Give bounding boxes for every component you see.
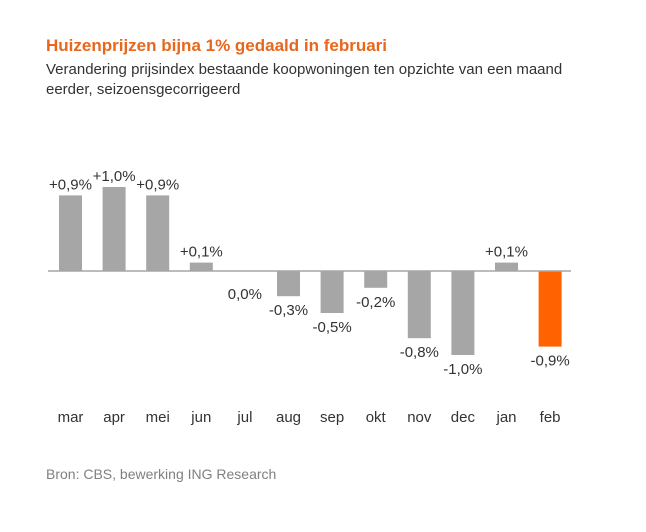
x-tick-jun: jun	[190, 409, 211, 426]
bar-label-sep: -0,5%	[313, 319, 352, 336]
bar-aug	[277, 271, 300, 297]
chart-subtitle: Verandering prijsindex bestaande koopwon…	[46, 61, 563, 98]
bar-jan	[495, 262, 518, 271]
bar-label-feb: -0,9%	[531, 353, 570, 370]
x-tick-nov: nov	[407, 409, 432, 426]
chart-title: Huizenprijzen bijna 1% gedaald in februa…	[46, 36, 388, 55]
x-tick-mar: mar	[58, 409, 84, 426]
x-tick-labels-group: mar apr mei jun jul aug sep okt nov dec jan feb	[58, 409, 561, 426]
bar-feb	[538, 271, 562, 347]
bar-dec	[451, 271, 475, 355]
bar-chart: +0,9% +1,0% +0,9% +0,1% 0,0% -0,3% -0,5%-0,2% -…	[48, 168, 571, 426]
source-note: Bron: CBS, bewerking ING Research	[46, 466, 277, 482]
x-tick-jan: jan	[495, 409, 516, 426]
bar-label-jan: +0,1%	[485, 244, 528, 261]
bar-label-jul: 0,0%	[228, 286, 262, 303]
bar-okt	[364, 271, 388, 288]
x-tick-sep: sep	[320, 409, 344, 426]
bar-label-dec: -1,0%	[443, 361, 482, 378]
bar-nov	[407, 271, 431, 339]
bar-mei	[146, 195, 170, 271]
bar-label-nov: -0,8%	[400, 344, 439, 361]
bar-label-jun: +0,1%	[180, 244, 223, 261]
bar-apr	[102, 187, 126, 271]
x-tick-dec: dec	[451, 409, 476, 426]
bar-mar	[59, 195, 82, 271]
x-tick-aug: aug	[276, 409, 301, 426]
x-tick-feb: feb	[540, 409, 561, 426]
bar-label-okt: -0,2%	[356, 294, 395, 311]
x-tick-okt: okt	[366, 409, 387, 426]
bar-jun	[189, 262, 213, 271]
bar-sep	[320, 271, 344, 313]
x-tick-mei: mei	[146, 409, 170, 426]
bars-group	[59, 187, 562, 355]
bar-label-aug: -0,3%	[269, 302, 308, 319]
bar-label-mar: +0,9%	[49, 176, 92, 193]
bar-label-mei: +0,9%	[136, 176, 179, 193]
bar-labels-group: +0,9% +1,0% +0,9% +0,1% 0,0% -0,3% -0,5%-0,2% -…	[49, 168, 570, 378]
x-tick-apr: apr	[103, 409, 125, 426]
x-tick-jul: jul	[236, 409, 252, 426]
bar-label-apr: +1,0%	[93, 168, 136, 185]
